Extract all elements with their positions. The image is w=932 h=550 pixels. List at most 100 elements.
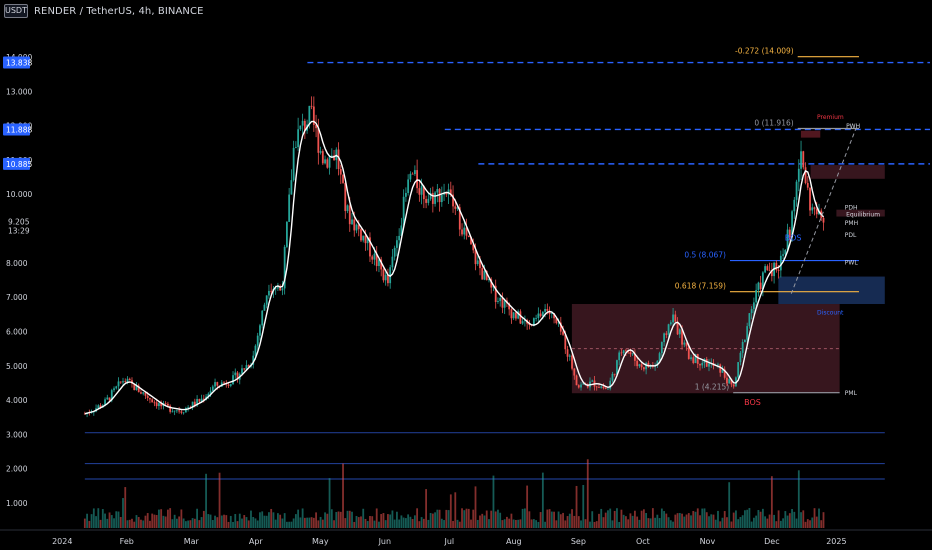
- candle-body: [618, 352, 621, 361]
- candle-body: [667, 324, 670, 335]
- candle-body: [571, 355, 573, 369]
- volume-bar: [214, 515, 216, 528]
- annotation-label: PMH: [845, 220, 858, 227]
- candle-body: [146, 395, 149, 398]
- candle-body: [788, 229, 791, 238]
- candle-body: [83, 413, 86, 415]
- volume-bar: [571, 509, 573, 528]
- annotation-label: BOS: [744, 398, 761, 407]
- volume-bar: [106, 518, 109, 528]
- candle-body: [757, 282, 760, 291]
- volume-bar: [371, 516, 374, 528]
- candle-body: [301, 120, 304, 126]
- candle-body: [310, 105, 313, 107]
- volume-bar: [279, 514, 282, 528]
- volume-bar: [705, 512, 708, 528]
- y-tick-label: 4.000: [6, 396, 28, 405]
- time-axis[interactable]: 2024 Feb Mar Apr May Jun Jul Aug Sep Oct Nov Dec 202…: [0, 529, 932, 546]
- volume-bar: [137, 517, 140, 528]
- volume-bar: [757, 510, 760, 528]
- volume-bar: [616, 508, 618, 528]
- candle-body: [766, 266, 769, 271]
- volume-bar: [506, 516, 508, 528]
- volume-bar: [488, 519, 490, 528]
- volume-bar: [270, 508, 273, 528]
- volume-bar: [717, 510, 719, 528]
- candle-body: [169, 405, 172, 412]
- volume-bar: [550, 511, 553, 528]
- annotation-label: Discount: [817, 309, 844, 316]
- volume-bar: [638, 519, 641, 528]
- candle-body: [247, 365, 250, 367]
- volume-bar: [353, 521, 356, 528]
- candle-body: [535, 318, 538, 319]
- volume-bar: [555, 520, 558, 528]
- candle-body: [115, 386, 118, 389]
- volume-bar: [602, 517, 605, 528]
- candle-body: [750, 309, 753, 314]
- x-tick-label: Nov: [700, 537, 716, 546]
- candle-body: [573, 368, 576, 376]
- candle-body: [616, 360, 618, 375]
- candle-body: [665, 333, 668, 335]
- candle-body: [708, 363, 710, 367]
- volume-bar: [274, 519, 277, 528]
- volume-bar: [191, 518, 194, 528]
- candle-body: [211, 386, 214, 391]
- candle-body: [519, 311, 522, 324]
- volume-bar: [382, 513, 385, 528]
- volume-bar: [196, 508, 198, 528]
- volume-bar: [339, 511, 342, 528]
- candle-body: [438, 189, 441, 203]
- candle-body: [806, 183, 809, 188]
- volume-bar: [708, 516, 710, 528]
- volume-bar: [719, 521, 722, 528]
- candle-body: [692, 357, 695, 364]
- volume-bar: [227, 521, 230, 528]
- candle-body: [674, 314, 677, 322]
- candle-body: [768, 270, 771, 272]
- volume-bar: [593, 521, 596, 528]
- candle-body: [254, 345, 257, 356]
- candle-body: [384, 274, 387, 281]
- currency-button[interactable]: USDT: [4, 4, 28, 18]
- level-label: -0.272 (14.009): [735, 47, 794, 56]
- price-badge: [3, 56, 30, 69]
- candle-body: [701, 362, 704, 366]
- volume-bar: [184, 521, 187, 528]
- candle-body: [822, 217, 825, 223]
- volume-bar: [818, 508, 820, 528]
- volume-bar: [454, 492, 457, 528]
- candle-body: [663, 333, 665, 343]
- volume-bar: [598, 513, 600, 528]
- candle-body: [721, 369, 724, 373]
- volume-bar: [694, 511, 697, 528]
- candle-body: [427, 198, 430, 203]
- volume-bar: [202, 510, 205, 528]
- candle-body: [784, 249, 787, 255]
- candle-body: [106, 397, 109, 400]
- volume-bar: [627, 519, 630, 528]
- volume-bar: [526, 485, 529, 528]
- volume-bar: [519, 519, 522, 528]
- candle-body: [364, 235, 367, 244]
- volume-bar: [620, 509, 623, 528]
- volume-bar: [636, 516, 639, 528]
- volume-bar: [622, 514, 625, 528]
- volume-bar: [595, 521, 598, 528]
- candle-body: [555, 318, 558, 324]
- volume-bar: [501, 520, 504, 528]
- y-tick-label: 8.000: [6, 259, 28, 268]
- volume-bar: [764, 516, 767, 528]
- volume-bar: [256, 520, 259, 528]
- volume-bar: [744, 510, 746, 528]
- volume-bar: [362, 508, 365, 528]
- price-axis[interactable]: 1.000 2.000 3.000 4.000 5.000 6.000 7.000 8.000…: [2, 53, 32, 508]
- candle-body: [488, 279, 490, 281]
- volume-bar: [449, 494, 452, 528]
- volume-bar: [445, 509, 448, 528]
- candle-body: [548, 310, 551, 314]
- volume-bar: [741, 515, 744, 528]
- candle-body: [634, 353, 636, 361]
